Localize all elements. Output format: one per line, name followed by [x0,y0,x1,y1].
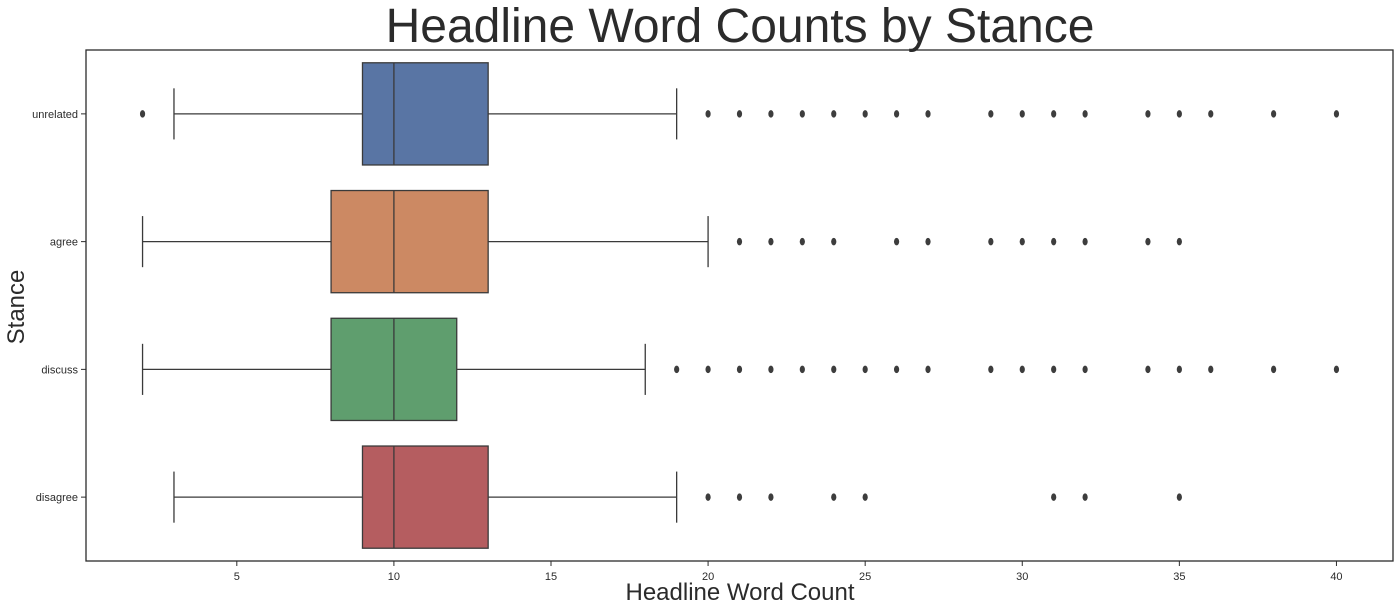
outlier-point [1271,365,1277,374]
outlier-point [925,365,931,374]
x-axis-label: Headline Word Count [625,579,854,606]
iqr-box [330,189,489,294]
outlier-point [768,237,774,246]
outlier-point [1051,237,1057,246]
outlier-point [736,237,743,246]
outlier-point [1333,110,1340,118]
outlier-point [1176,365,1182,374]
iqr-box [361,445,489,549]
outlier-point [674,365,680,374]
outlier-point [705,110,711,118]
outlier-point [1051,110,1057,118]
plot-frame [85,49,1394,562]
outlier-point [736,110,743,118]
outlier-point [1019,110,1025,118]
outlier-point [736,365,743,374]
chart-title: Headline Word Counts by Stance [386,0,1095,53]
iqr-box [361,62,489,166]
outlier-point [831,493,837,501]
outlier-point [1176,237,1182,246]
outlier-point [768,365,774,374]
outlier-point [768,493,774,501]
outlier-point [988,365,994,374]
x-tick-label: 30 [1016,571,1028,583]
box-disagree [173,445,1182,549]
x-tick-label: 20 [702,571,714,583]
outlier-point [1082,365,1088,374]
outlier-point [1145,110,1151,118]
outlier-point [705,493,711,501]
outlier-point [862,110,868,118]
outlier-point [705,365,711,374]
outlier-point [1208,110,1214,118]
box-discuss [141,317,1340,422]
outlier-point [831,110,837,118]
y-tick-label: disagree [36,492,78,504]
x-axis-ticks: 5 10 15 20 25 30 35 40 [234,561,1343,583]
outlier-point [1051,493,1057,501]
y-axis-label: Stance [3,270,30,345]
outlier-point [1208,365,1214,374]
outlier-point [1082,110,1088,118]
x-tick-label: 15 [545,571,557,583]
x-tick-label: 25 [859,571,871,583]
outlier-point [1019,365,1025,374]
outlier-point [893,237,900,246]
outlier-point [988,110,994,118]
outlier-point [1019,237,1025,246]
box-agree [141,189,1182,294]
y-axis-ticks: unrelated agree discuss disagree [32,109,86,504]
y-tick-label: agree [50,237,78,249]
outlier-point [862,365,868,374]
outlier-point [862,493,868,501]
outlier-point [768,110,774,118]
outlier-point [925,237,931,246]
outlier-point [893,365,900,374]
boxplot-series [139,62,1340,549]
outlier-point [988,237,994,246]
x-tick-label: 40 [1330,571,1342,583]
outlier-point [1271,110,1277,118]
y-tick-label: unrelated [32,109,78,121]
outlier-point [1333,365,1340,374]
outlier-point [736,493,743,501]
x-tick-label: 35 [1173,571,1185,583]
outlier-point [1176,493,1182,501]
y-tick-label: discuss [41,364,78,376]
outlier-point [925,110,931,118]
box-unrelated [139,62,1340,166]
outlier-point [1176,110,1182,118]
outlier-point [799,237,805,246]
outlier-point [1082,493,1088,501]
outlier-point [1145,237,1151,246]
outlier-point [139,110,146,118]
outlier-point [831,237,837,246]
outlier-point [893,110,900,118]
outlier-point [831,365,837,374]
outlier-point [799,110,805,118]
outlier-point [799,365,805,374]
x-tick-label: 10 [388,571,400,583]
outlier-point [1145,365,1151,374]
x-tick-label: 5 [234,571,240,583]
outlier-point [1082,237,1088,246]
outlier-point [1051,365,1057,374]
